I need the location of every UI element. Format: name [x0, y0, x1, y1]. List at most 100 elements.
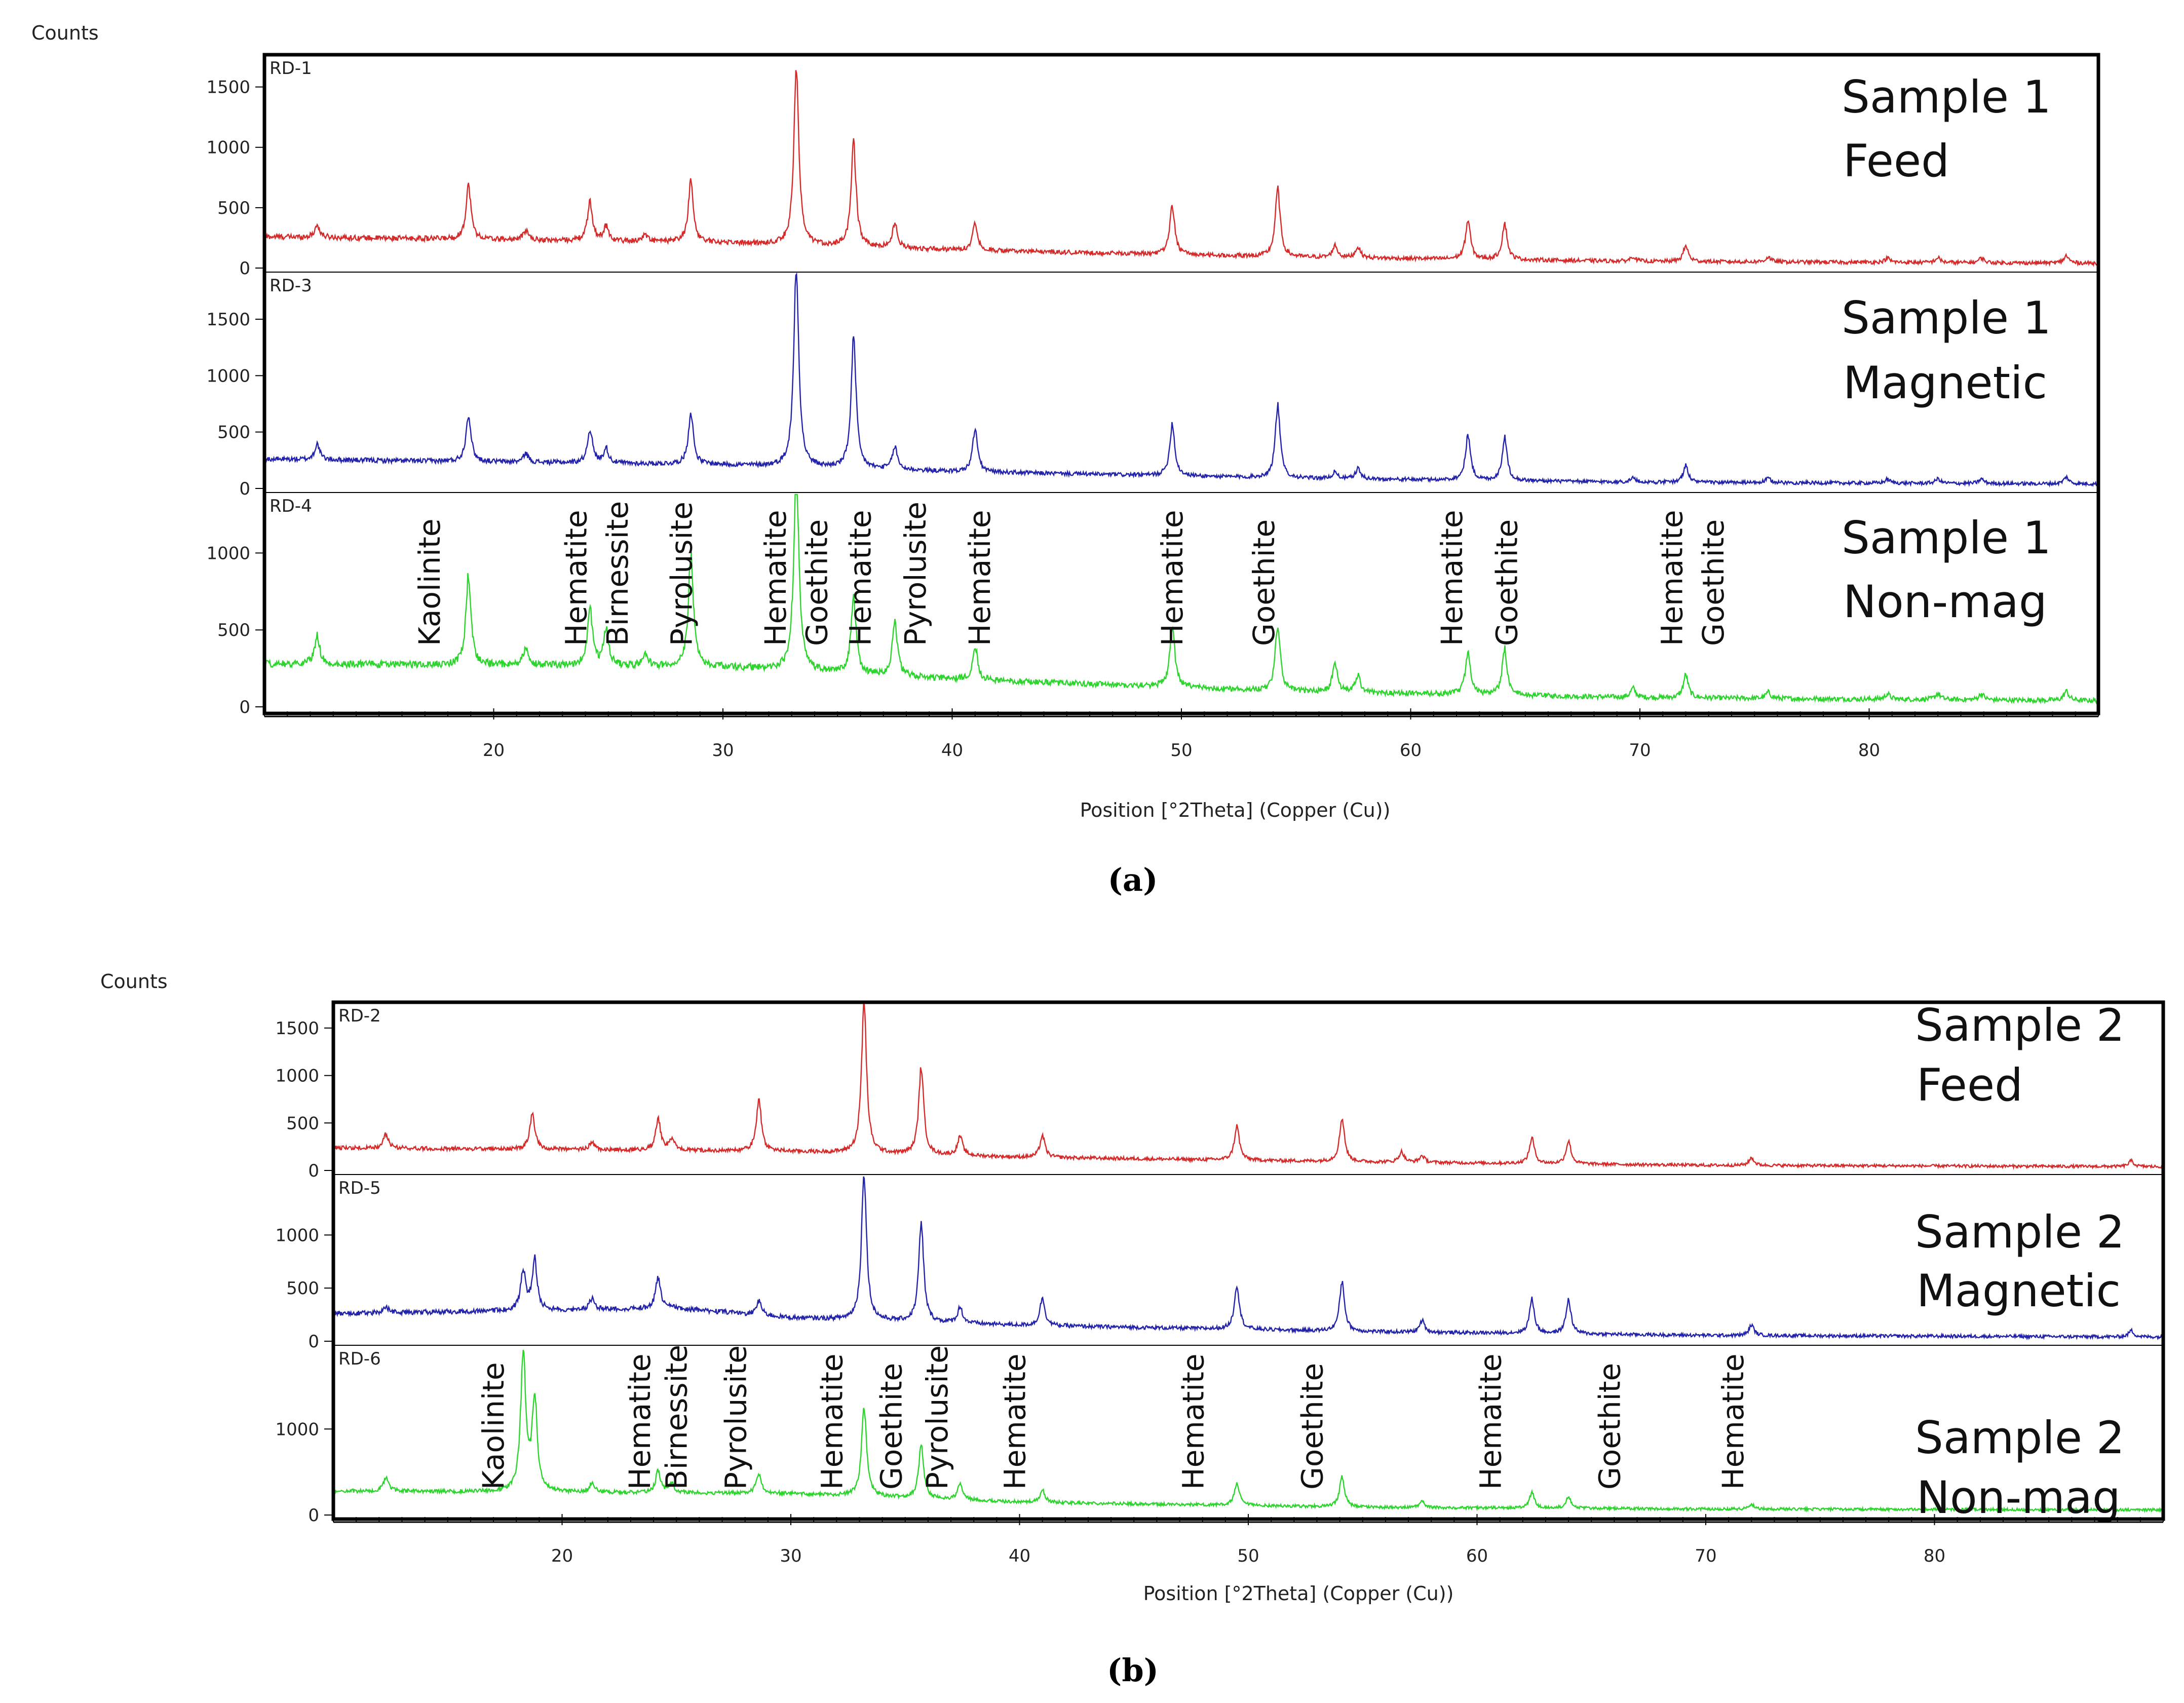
- plot-frame: [331, 1000, 2165, 1521]
- y-tick-label: 0: [239, 258, 250, 279]
- panel-id-label: RD-5: [338, 1178, 381, 1198]
- panel-rd-2: 0 500 1000 1500 RD-2 Sample 2 Feed: [275, 999, 2163, 1181]
- y-tick-label: 500: [286, 1278, 319, 1299]
- mineral-label-hematite: Hematite: [1716, 1353, 1750, 1490]
- mineral-label-goethite: Goethite: [1295, 1363, 1329, 1490]
- mineral-label-kaolinite: Kaolinite: [412, 518, 447, 646]
- sample-fraction-label: Magnetic: [1843, 357, 2047, 409]
- y-tick-label: 500: [217, 198, 250, 218]
- y-tick-label: 0: [308, 1332, 319, 1352]
- sample-fraction-label: Non-mag: [1843, 576, 2047, 628]
- mineral-label-goethite: Goethite: [1490, 519, 1524, 646]
- y-tick-label: 500: [217, 620, 250, 640]
- sample-fraction-label: Magnetic: [1917, 1265, 2121, 1317]
- panel-id-label: RD-3: [270, 276, 312, 296]
- y-tick-label: 500: [217, 423, 250, 443]
- y-tick-label: 0: [308, 1505, 319, 1526]
- xrd-chart-a: Counts 0 500 1000 1500 RD-1 Sample 1 Feed 0 500 10…: [31, 22, 2100, 898]
- sample-fraction-label: Non-mag: [1917, 1471, 2121, 1524]
- x-tick-label: 60: [1400, 740, 1422, 761]
- mineral-annotations: Kaolinite Hematite Birnessite Pyrolusite Hem…: [412, 501, 1731, 646]
- x-tick-label: 80: [1858, 740, 1880, 761]
- mineral-label-hematite: Hematite: [559, 510, 593, 646]
- trace-rd-5: [334, 1176, 2163, 1341]
- y-tick-label: 0: [308, 1161, 319, 1181]
- x-tick-label: 30: [712, 740, 734, 761]
- mineral-label-kaolinite: Kaolinite: [476, 1362, 511, 1490]
- mineral-label-hematite: Hematite: [1655, 510, 1689, 646]
- panel-rd-1: 0 500 1000 1500 RD-1 Sample 1 Feed: [206, 58, 2098, 279]
- mineral-label-pyrolusite: Pyrolusite: [920, 1345, 954, 1490]
- y-tick-label: 1000: [206, 366, 250, 386]
- mineral-label-hematite: Hematite: [844, 510, 878, 646]
- sample-fraction-label: Feed: [1917, 1059, 2023, 1111]
- mineral-label-goethite: Goethite: [874, 1363, 909, 1490]
- mineral-label-hematite: Hematite: [963, 510, 997, 646]
- y-tick-label: 1000: [275, 1419, 319, 1440]
- y-axis-label: Counts: [31, 22, 99, 44]
- y-tick-label: 1000: [275, 1066, 319, 1086]
- y-tick-label: 1500: [206, 310, 250, 330]
- panel-rd-3: 0 500 1000 1500 RD-3 Sample 1 Magnetic: [206, 272, 2098, 499]
- sample-name-label: Sample 1: [1842, 292, 2051, 344]
- mineral-label-goethite: Goethite: [1247, 519, 1281, 646]
- mineral-label-pyrolusite: Pyrolusite: [898, 502, 933, 646]
- panel-rd-6: 0 1000 RD-6 Sample 2 Non-mag: [275, 1349, 2162, 1526]
- y-tick-label: 1000: [275, 1225, 319, 1245]
- x-tick-label: 30: [780, 1546, 801, 1566]
- mineral-label-hematite: Hematite: [623, 1353, 657, 1490]
- y-tick-label: 500: [286, 1113, 319, 1133]
- x-tick-label: 70: [1629, 740, 1651, 761]
- x-tick-label: 40: [941, 740, 963, 761]
- mineral-label-hematite: Hematite: [998, 1353, 1032, 1490]
- panel-rd-5: 0 500 1000 RD-5 Sample 2 Magnetic: [275, 1176, 2163, 1352]
- sample-fraction-label: Feed: [1843, 135, 1949, 187]
- x-tick-label: 50: [1170, 740, 1192, 761]
- panel-id-label: RD-6: [338, 1349, 381, 1369]
- mineral-label-hematite: Hematite: [758, 510, 793, 646]
- sample-name-label: Sample 2: [1915, 1412, 2125, 1464]
- sample-name-label: Sample 2: [1915, 999, 2125, 1051]
- mineral-label-hematite: Hematite: [1176, 1353, 1211, 1490]
- mineral-label-hematite: Hematite: [1435, 510, 1469, 646]
- y-tick-label: 0: [239, 697, 250, 717]
- x-axis-label: Position [°2Theta] (Copper (Cu)): [1143, 1582, 1454, 1605]
- y-tick-label: 1000: [206, 543, 250, 563]
- mineral-label-hematite: Hematite: [815, 1353, 849, 1490]
- figure-caption: (a): [1108, 861, 1158, 898]
- mineral-annotations: Kaolinite Hematite Birnessite Pyrolusite Hem…: [476, 1345, 1750, 1490]
- mineral-label-birnessite: Birnessite: [600, 501, 635, 646]
- sample-name-label: Sample 2: [1915, 1206, 2125, 1258]
- trace-rd-3: [265, 272, 2098, 488]
- mineral-label-hematite: Hematite: [1155, 510, 1190, 646]
- x-axis-label: Position [°2Theta] (Copper (Cu)): [1080, 799, 1391, 821]
- y-tick-label: 1000: [206, 138, 250, 158]
- x-tick-label: 50: [1237, 1546, 1259, 1566]
- y-tick-label: 1500: [275, 1018, 319, 1039]
- mineral-label-goethite: Goethite: [1696, 519, 1731, 646]
- x-tick-label: 20: [483, 740, 505, 761]
- y-axis-label: Counts: [100, 970, 168, 993]
- x-tick-label: 40: [1009, 1546, 1030, 1566]
- x-tick-label: 60: [1466, 1546, 1488, 1566]
- trace-rd-6: [334, 1349, 2162, 1513]
- mineral-label-goethite: Goethite: [800, 519, 834, 646]
- panel-rd-4: 0 500 1000 RD-4 Sample 1 Non-mag: [206, 494, 2098, 717]
- x-tick-label: 80: [1924, 1546, 1945, 1566]
- x-tick-label: 70: [1695, 1546, 1716, 1566]
- trace-rd-4: [265, 494, 2098, 705]
- sample-name-label: Sample 1: [1842, 71, 2051, 123]
- sample-name-label: Sample 1: [1842, 512, 2051, 564]
- mineral-label-hematite: Hematite: [1474, 1353, 1508, 1490]
- panel-id-label: RD-2: [338, 1006, 381, 1026]
- trace-rd-1: [265, 70, 2097, 268]
- mineral-label-pyrolusite: Pyrolusite: [719, 1345, 753, 1490]
- panel-id-label: RD-1: [270, 58, 312, 79]
- x-tick-label: 20: [551, 1546, 573, 1566]
- mineral-label-birnessite: Birnessite: [659, 1345, 694, 1490]
- panel-id-label: RD-4: [270, 496, 312, 516]
- mineral-label-pyrolusite: Pyrolusite: [665, 502, 699, 646]
- mineral-label-goethite: Goethite: [1592, 1363, 1627, 1490]
